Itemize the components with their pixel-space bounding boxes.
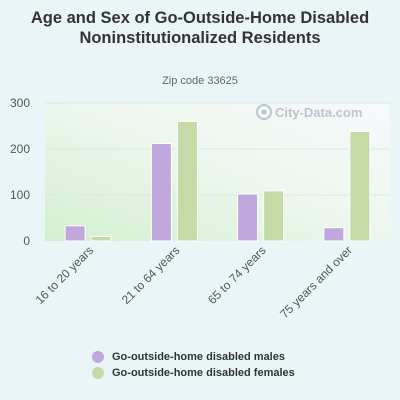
bar-females-3 [349, 131, 371, 242]
chart-subtitle: Zip code 33625 [162, 75, 238, 87]
watermark: City-Data.com [256, 104, 362, 120]
bar-males-2 [237, 193, 259, 242]
bar-females-0 [90, 235, 112, 242]
chart-title: Age and Sex of Go-Outside-Home Disabled … [30, 9, 370, 47]
watermark-text: City-Data.com [275, 105, 362, 120]
bar-males-0 [64, 225, 86, 242]
legend-item-females: Go-outside-home disabled females [92, 365, 295, 381]
bar-males-1 [150, 142, 172, 242]
bar-females-1 [176, 120, 198, 242]
bar-females-2 [263, 190, 285, 242]
x-tick-label: 21 to 64 years [119, 243, 183, 307]
bar-males-3 [323, 227, 345, 242]
y-tick-label: 300 [10, 96, 30, 110]
legend-label-males: Go-outside-home disabled males [112, 351, 285, 363]
x-tick-label: 65 to 74 years [205, 243, 269, 307]
legend-label-females: Go-outside-home disabled females [112, 367, 295, 379]
y-tick-label: 100 [10, 188, 30, 202]
y-tick-label: 0 [23, 234, 30, 248]
plot-area [45, 103, 390, 241]
legend-swatch-females [92, 367, 104, 379]
legend-item-males: Go-outside-home disabled males [92, 349, 295, 365]
x-tick-label: 75 years and over [277, 243, 355, 321]
legend-swatch-males [92, 351, 104, 363]
x-tick-label: 16 to 20 years [33, 243, 97, 307]
legend: Go-outside-home disabled males Go-outsid… [92, 349, 295, 381]
y-tick-label: 200 [10, 142, 30, 156]
